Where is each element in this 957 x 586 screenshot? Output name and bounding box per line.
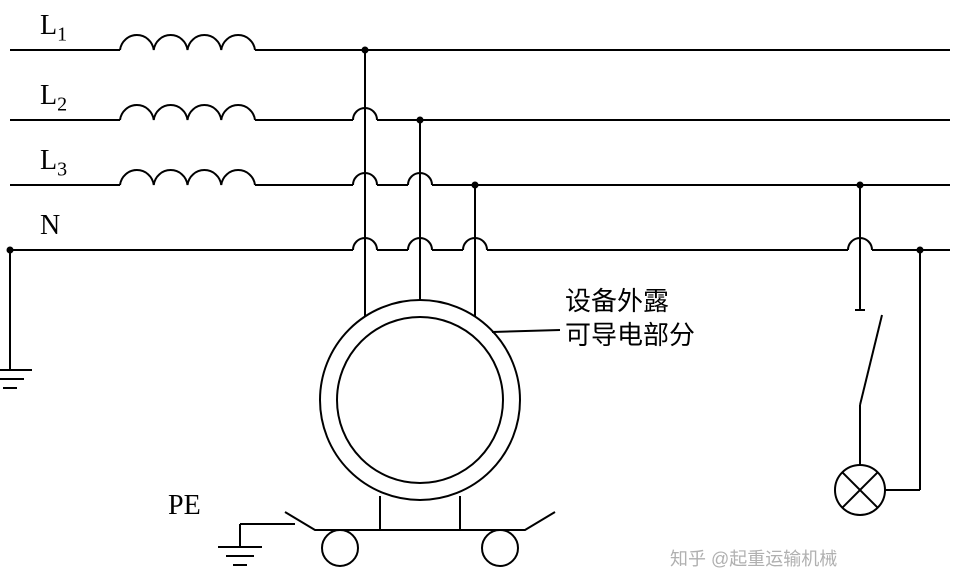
circuit-diagram bbox=[0, 0, 957, 586]
label-n: N bbox=[40, 210, 60, 242]
label-l1: L1 bbox=[40, 10, 67, 47]
watermark: 知乎 @起重运输机械 bbox=[670, 545, 837, 571]
label-pe: PE bbox=[168, 490, 201, 522]
label-l3: L3 bbox=[40, 145, 67, 182]
annotation-exposed-conductive: 设备外露可导电部分 bbox=[565, 285, 695, 353]
label-l2: L2 bbox=[40, 80, 67, 117]
